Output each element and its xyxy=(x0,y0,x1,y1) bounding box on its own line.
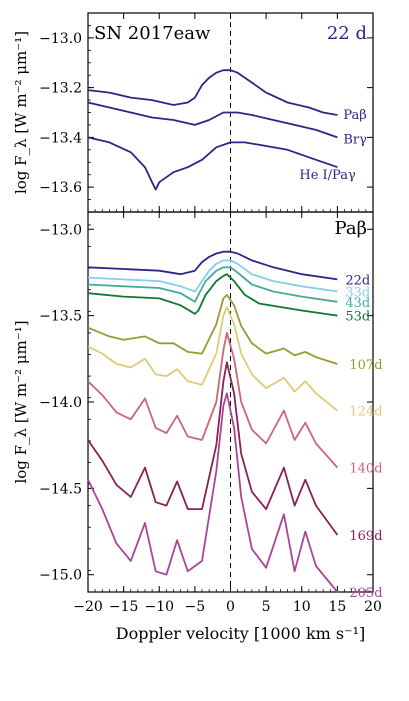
series-label: 43d xyxy=(345,296,370,311)
series-label: 169d xyxy=(349,529,382,544)
series-label: 53d xyxy=(345,310,370,325)
y-tick-label: −13.6 xyxy=(39,180,82,196)
series-line-1 xyxy=(87,101,338,139)
x-axis-label: Doppler velocity [1000 km s⁻¹] xyxy=(116,624,365,643)
series-label: 22d xyxy=(345,273,370,288)
series-line-0 xyxy=(87,250,338,281)
line-label: Paβ xyxy=(335,218,367,239)
y-tick-label: −13.0 xyxy=(39,31,82,47)
x-tick-label: −20 xyxy=(73,599,103,615)
series-line-5 xyxy=(87,306,338,412)
bottom-panel: −15.0 −14.5 −14.0 −13.5 −13.0 −20 −15 −10 −5 0 5 10… xyxy=(12,211,383,643)
series-line-2 xyxy=(87,136,338,191)
top-panel: −13.6 −13.4 −13.2 −13.0 Paβ Brγ He I/Paγ log F_… xyxy=(12,12,374,213)
y-tick-label: −13.4 xyxy=(39,130,82,146)
series-line-0 xyxy=(87,69,338,116)
series-label: Paβ xyxy=(343,108,366,123)
y-tick-label: −14.5 xyxy=(39,481,82,497)
series-label: 124d xyxy=(349,405,382,420)
y-tick-label: −13.0 xyxy=(39,222,82,238)
series-label: 107d xyxy=(349,358,382,373)
series-line-8 xyxy=(87,392,339,593)
y-axis-label: log F_λ [W m⁻² μm⁻¹] xyxy=(12,320,30,483)
y-tick-label: −13.2 xyxy=(39,81,82,97)
series-label: 33d xyxy=(345,285,370,300)
x-tick-label: 20 xyxy=(364,599,382,615)
y-axis-label: log F_λ [W m⁻² μm⁻¹] xyxy=(12,31,30,194)
x-tick-label: −10 xyxy=(144,599,174,615)
series-label: 140d xyxy=(349,462,382,477)
y-tick-label: −13.5 xyxy=(39,309,82,325)
series-label: Brγ xyxy=(343,132,367,147)
series-label: He I/Paγ xyxy=(299,168,356,183)
y-tick-label: −15.0 xyxy=(39,568,82,584)
x-tick-label: 5 xyxy=(262,599,271,615)
series-line-4 xyxy=(87,294,338,365)
x-tick-label: 10 xyxy=(293,599,311,615)
series-line-3 xyxy=(87,273,338,317)
series-label: 205d xyxy=(349,586,382,601)
series-line-1 xyxy=(87,259,338,293)
chart-title: SN 2017eaw xyxy=(94,23,211,44)
x-tick-label: −5 xyxy=(185,599,206,615)
x-tick-label: 15 xyxy=(328,599,346,615)
y-tick-label: −14.0 xyxy=(39,395,82,411)
x-tick-label: −15 xyxy=(109,599,139,615)
x-tick-label: 0 xyxy=(226,599,235,615)
epoch-label: 22 d xyxy=(327,23,367,44)
series-line-2 xyxy=(87,266,338,303)
series-line-7 xyxy=(87,361,339,536)
series-line-6 xyxy=(87,332,339,469)
